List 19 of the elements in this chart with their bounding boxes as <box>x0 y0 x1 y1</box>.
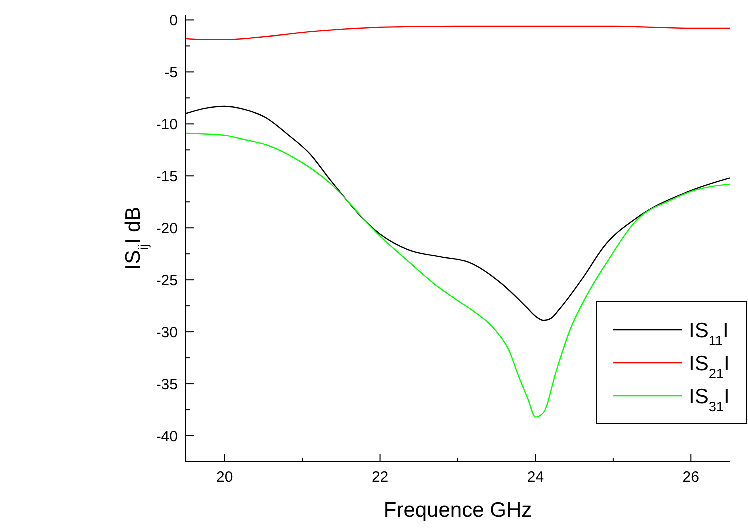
y-tick-label: -35 <box>156 376 178 394</box>
y-tick-label: -5 <box>164 64 178 82</box>
x-tick-label: 24 <box>527 469 544 486</box>
x-tick-label: 26 <box>682 469 700 486</box>
y-tick-label: -15 <box>156 168 178 186</box>
line-series <box>185 26 731 41</box>
y-tick-label: -30 <box>156 324 178 342</box>
x-tick-label: 20 <box>216 469 234 486</box>
x-axis-title: Frequence GHz <box>384 499 532 522</box>
legend-label: IS$_{11}$I <box>689 319 729 348</box>
legend-label: IS$_{31}$I <box>689 385 730 414</box>
line-series <box>185 132 731 418</box>
y-tick-label: 0 <box>170 12 178 30</box>
legend-label: IS$_{21}$I <box>689 352 730 381</box>
y-tick-label: -10 <box>156 116 178 134</box>
y-tick-label: -40 <box>156 428 178 446</box>
y-tick-label: -25 <box>156 272 178 290</box>
x-tick-label: 22 <box>372 469 389 486</box>
y-tick-label: -20 <box>156 220 178 238</box>
